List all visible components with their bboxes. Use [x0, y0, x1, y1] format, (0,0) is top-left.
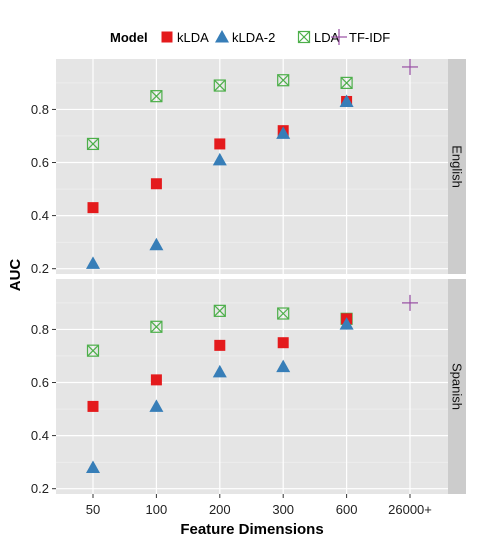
- facet-panel-spanish: Spanish: [56, 279, 466, 494]
- data-point-lda: [86, 344, 100, 357]
- data-point-klda-2: [86, 256, 100, 269]
- data-point-klda-2: [212, 364, 227, 378]
- facet-strip: [448, 59, 466, 274]
- data-point-klda: [277, 337, 289, 349]
- data-point-klda: [87, 202, 99, 214]
- x-tick-label: 26000+: [388, 502, 432, 517]
- panel-background: [56, 59, 448, 274]
- data-point-klda: [87, 400, 99, 412]
- legend-label-klda-2: kLDA-2: [232, 30, 275, 45]
- y-tick-label: 0.4: [31, 428, 49, 443]
- y-tick-label: 0.4: [31, 208, 49, 223]
- facet-panels: English Spanish: [56, 58, 466, 494]
- facet-strip-label: English: [450, 145, 465, 188]
- facet-strip-label: Spanish: [450, 363, 465, 410]
- data-point-klda: [214, 339, 226, 351]
- y-tick-label: 0.6: [31, 375, 49, 390]
- legend-key-klda: [161, 31, 173, 43]
- facet-strip: [448, 279, 466, 494]
- y-tick-label: 0.2: [31, 261, 49, 276]
- legend-title: Model: [110, 30, 148, 45]
- legend: Model kLDA kLDA-2 LDA TF-IDF: [110, 29, 390, 45]
- data-point-lda: [150, 320, 163, 333]
- facet-panel-english: English: [56, 58, 466, 274]
- data-point-klda-2: [276, 359, 291, 373]
- data-point-klda-2: [149, 237, 164, 251]
- data-point-lda: [150, 90, 163, 103]
- data-point-lda: [213, 79, 226, 92]
- data-point-lda: [213, 304, 226, 317]
- x-tick-label: 200: [209, 502, 231, 517]
- data-point-tf-idf: [402, 58, 418, 75]
- data-point-lda: [277, 74, 290, 87]
- legend-key-tf-idf: [331, 29, 347, 45]
- y-tick-label: 0.8: [31, 102, 49, 117]
- data-point-klda-2: [339, 317, 354, 330]
- data-point-klda: [150, 374, 162, 386]
- data-point-lda: [340, 76, 353, 89]
- legend-label-tf-idf: TF-IDF: [349, 30, 390, 45]
- legend-label-klda: kLDA: [177, 30, 209, 45]
- x-tick-label: 600: [336, 502, 358, 517]
- legend-key-lda: [297, 30, 311, 44]
- data-point-klda-2: [86, 460, 100, 473]
- data-point-klda-2: [212, 152, 227, 166]
- data-point-klda: [214, 138, 226, 150]
- y-tick-label: 0.6: [31, 155, 49, 170]
- y-axis-title: AUC: [7, 259, 24, 292]
- y-axis-ticks: 0.2 0.4 0.6 0.8 0.2 0.4 0.6 0.8: [31, 102, 56, 496]
- data-point-klda: [150, 178, 162, 190]
- data-point-klda-2: [149, 399, 164, 412]
- y-tick-label: 0.2: [31, 481, 49, 496]
- x-tick-label: 50: [86, 502, 100, 517]
- y-tick-label: 0.8: [31, 322, 49, 337]
- x-tick-label: 300: [272, 502, 294, 517]
- data-point-lda: [277, 307, 290, 320]
- data-point-klda-2: [339, 94, 354, 107]
- data-point-klda-2: [276, 126, 291, 139]
- panel-background: [56, 279, 448, 494]
- data-point-lda: [86, 137, 100, 151]
- x-axis-title: Feature Dimensions: [180, 521, 323, 538]
- legend-label-lda: LDA: [314, 30, 340, 45]
- data-point-tf-idf: [402, 294, 418, 311]
- x-axis-ticks: 50 100 200 300 600 26000+: [86, 494, 432, 517]
- x-tick-label: 100: [146, 502, 168, 517]
- legend-key-klda-2: [215, 30, 229, 43]
